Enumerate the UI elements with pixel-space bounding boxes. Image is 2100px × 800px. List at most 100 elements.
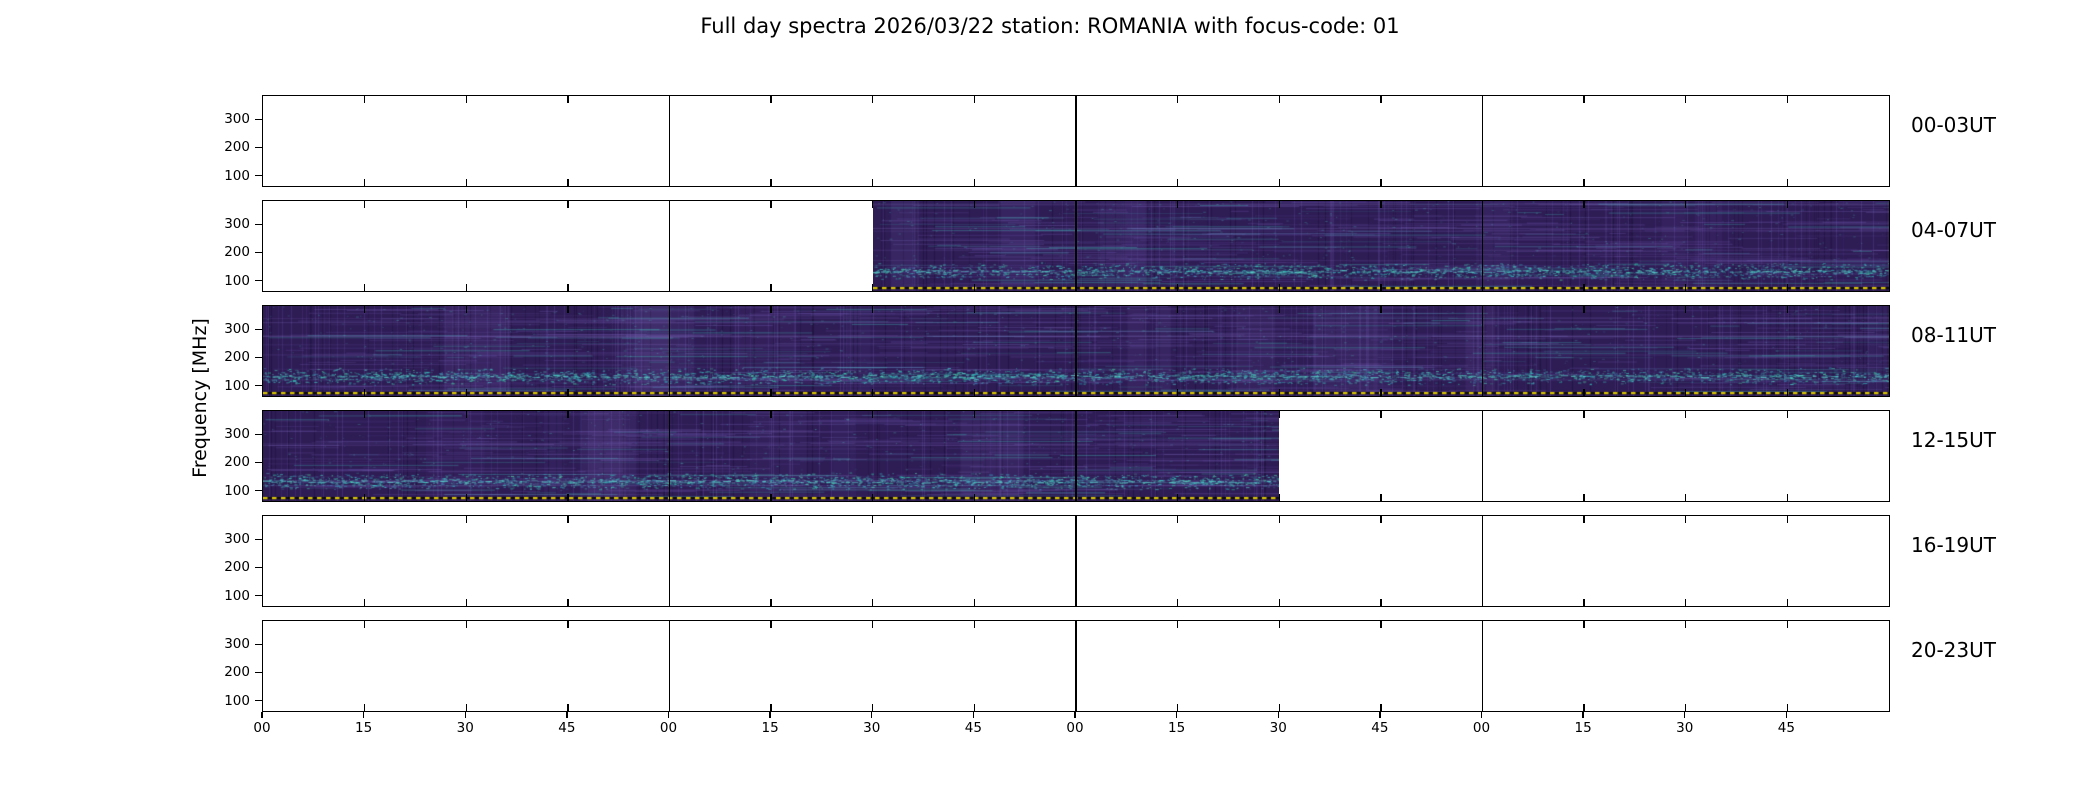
minute-tick xyxy=(465,389,467,396)
x-tick-label: 15 xyxy=(355,720,373,736)
minute-tick xyxy=(465,621,467,628)
minute-tick xyxy=(1380,284,1382,291)
minute-tick xyxy=(1786,284,1789,291)
x-tick-label: 30 xyxy=(1676,720,1694,736)
y-tick-label: 100 xyxy=(224,482,250,499)
minute-tick xyxy=(567,389,569,396)
x-tick xyxy=(1480,712,1483,718)
row-label: 12-15UT xyxy=(1911,428,1996,452)
minute-tick xyxy=(1380,96,1382,103)
y-tick xyxy=(255,671,262,674)
minute-tick xyxy=(567,411,569,418)
row-label: 16-19UT xyxy=(1911,533,1996,557)
minute-tick xyxy=(973,284,976,291)
minute-tick xyxy=(973,494,976,501)
y-tick xyxy=(255,356,262,359)
minute-tick xyxy=(1583,704,1585,711)
minute-tick xyxy=(567,494,569,501)
minute-tick xyxy=(1685,201,1687,208)
minute-tick xyxy=(567,621,569,628)
minute-tick xyxy=(872,704,874,711)
x-tick xyxy=(1582,712,1584,718)
minute-tick xyxy=(465,306,467,313)
hour-boundary-line xyxy=(668,306,671,396)
minute-tick xyxy=(1786,179,1789,186)
spectrogram-canvas xyxy=(872,201,1889,291)
minute-tick xyxy=(973,201,976,208)
y-tick-label: 100 xyxy=(224,692,250,709)
minute-tick xyxy=(567,284,569,291)
minute-tick xyxy=(465,201,467,208)
minute-tick xyxy=(1278,96,1280,103)
y-tick xyxy=(255,175,262,177)
minute-tick xyxy=(1583,284,1585,291)
minute-tick xyxy=(872,306,874,313)
minute-tick xyxy=(1380,411,1382,418)
minute-tick xyxy=(363,96,366,103)
minute-tick xyxy=(1583,389,1585,396)
x-tick xyxy=(1277,712,1279,718)
minute-tick xyxy=(1685,516,1687,523)
minute-tick xyxy=(1176,389,1179,396)
y-tick-label: 300 xyxy=(224,426,250,443)
hour-boundary-line xyxy=(1075,201,1077,291)
spectra-row-08-11UT: 300 200 100 08-11UT xyxy=(224,305,1996,397)
minute-tick xyxy=(770,704,772,711)
y-tick-label: 200 xyxy=(224,244,250,261)
minute-tick xyxy=(1176,621,1179,628)
hour-boundary-line xyxy=(668,516,671,606)
minute-tick xyxy=(973,621,976,628)
minute-tick xyxy=(1278,516,1280,523)
minute-tick xyxy=(973,411,976,418)
y-tick xyxy=(255,223,262,226)
hour-boundary-line xyxy=(668,96,671,186)
minute-tick xyxy=(973,599,976,606)
x-tick xyxy=(1379,712,1381,718)
minute-tick xyxy=(1583,179,1585,186)
minute-tick xyxy=(1380,179,1382,186)
minute-tick xyxy=(1786,201,1789,208)
hour-boundary-line xyxy=(668,201,671,291)
y-tick xyxy=(255,595,262,597)
minute-tick xyxy=(1278,389,1280,396)
y-tick xyxy=(255,566,262,569)
minute-tick xyxy=(872,284,874,291)
minute-tick xyxy=(1685,621,1687,628)
minute-tick xyxy=(770,599,772,606)
y-tick-label: 100 xyxy=(224,167,250,184)
x-tick-label: 45 xyxy=(1371,720,1389,736)
spectra-row-12-15UT: 300 200 100 12-15UT xyxy=(224,410,1996,502)
x-tick-label: 45 xyxy=(558,720,576,736)
x-tick xyxy=(871,712,873,718)
hour-boundary-line xyxy=(1481,621,1484,711)
minute-tick xyxy=(363,306,366,313)
minute-tick xyxy=(770,201,772,208)
x-tick xyxy=(362,712,365,718)
minute-tick xyxy=(363,599,366,606)
minute-tick xyxy=(1786,411,1789,418)
y-tick-label: 300 xyxy=(224,111,250,128)
minute-tick xyxy=(1278,201,1280,208)
y-tick xyxy=(255,461,262,464)
y-tick xyxy=(255,118,262,121)
minute-tick xyxy=(1176,179,1179,186)
minute-tick xyxy=(1685,411,1687,418)
minute-tick xyxy=(1583,494,1585,501)
hour-boundary-line xyxy=(1481,306,1484,396)
minute-tick xyxy=(872,96,874,103)
minute-tick xyxy=(1685,599,1687,606)
minute-tick xyxy=(363,516,366,523)
y-tick-label: 200 xyxy=(224,139,250,156)
y-tick xyxy=(255,433,262,436)
x-tick xyxy=(1074,712,1076,718)
y-tick xyxy=(255,280,262,282)
minute-tick xyxy=(465,179,467,186)
minute-tick xyxy=(1380,704,1382,711)
minute-tick xyxy=(973,704,976,711)
hour-boundary-line xyxy=(1075,306,1077,396)
spectra-row-16-19UT: 300 200 100 16-19UT xyxy=(224,515,1996,607)
minute-tick xyxy=(1786,599,1789,606)
x-tick-label: 00 xyxy=(659,720,678,736)
minute-tick xyxy=(363,494,366,501)
minute-tick xyxy=(973,179,976,186)
